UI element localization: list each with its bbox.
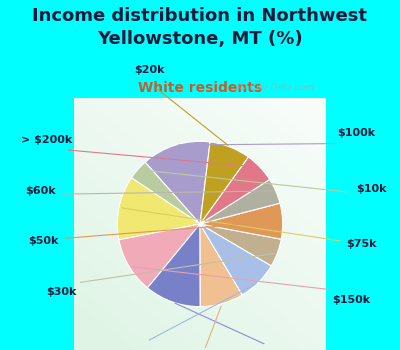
Wedge shape: [145, 141, 210, 224]
Wedge shape: [200, 224, 271, 295]
Text: White residents: White residents: [138, 81, 262, 95]
Text: > $200k: > $200k: [21, 135, 72, 145]
Text: $10k: $10k: [356, 184, 387, 194]
Wedge shape: [200, 203, 283, 239]
Text: $75k: $75k: [346, 239, 376, 249]
Text: $100k: $100k: [337, 128, 375, 138]
Wedge shape: [200, 142, 248, 224]
Text: $150k: $150k: [332, 295, 370, 304]
Wedge shape: [117, 178, 200, 240]
Text: Income distribution in Northwest
Yellowstone, MT (%): Income distribution in Northwest Yellows…: [32, 7, 368, 48]
Text: $60k: $60k: [26, 186, 56, 196]
Wedge shape: [200, 224, 281, 266]
Wedge shape: [119, 224, 200, 288]
Text: $20k: $20k: [134, 65, 165, 75]
Wedge shape: [200, 157, 270, 224]
Wedge shape: [148, 224, 200, 307]
Wedge shape: [200, 180, 280, 224]
Wedge shape: [132, 162, 200, 224]
Wedge shape: [200, 224, 242, 307]
Text: © City-Data.com: © City-Data.com: [238, 83, 314, 92]
Text: $50k: $50k: [28, 236, 59, 246]
Text: $30k: $30k: [46, 287, 76, 296]
